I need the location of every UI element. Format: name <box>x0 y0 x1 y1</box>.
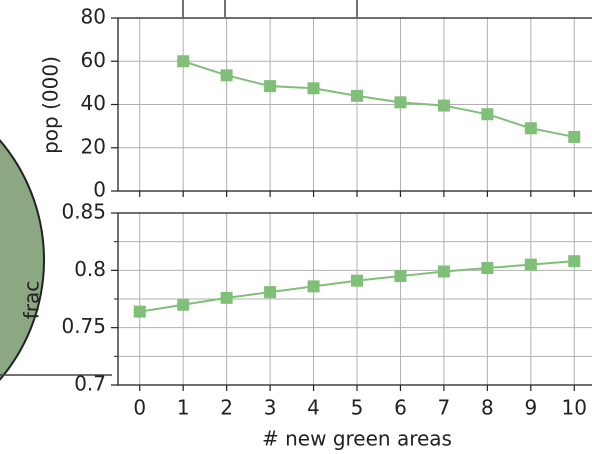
data-point <box>525 259 537 271</box>
y-tick-label: 40 <box>81 91 106 115</box>
x-tick-label: 1 <box>177 396 190 420</box>
data-point <box>221 69 233 81</box>
y-tick-label: 0.7 <box>74 372 106 396</box>
data-point <box>221 292 233 304</box>
x-tick-label: 2 <box>220 396 233 420</box>
data-point <box>351 275 363 287</box>
data-point <box>481 262 493 274</box>
data-point <box>264 80 276 92</box>
data-point <box>394 96 406 108</box>
y-tick-label: 0.8 <box>74 257 106 281</box>
x-tick-label: 5 <box>351 396 364 420</box>
data-line <box>183 61 574 137</box>
x-tick-label: 7 <box>438 396 451 420</box>
y-tick-label: 20 <box>81 134 106 158</box>
data-point <box>438 265 450 277</box>
y-axis-label: pop (000) <box>39 56 63 154</box>
data-point <box>308 82 320 94</box>
x-axis-label: # new green areas <box>262 427 452 451</box>
x-tick-label: 8 <box>481 396 494 420</box>
data-point <box>568 131 580 143</box>
x-tick-label: 9 <box>524 396 537 420</box>
y-tick-label: 0 <box>93 178 106 202</box>
data-point <box>394 270 406 282</box>
data-point <box>568 255 580 267</box>
y-tick-label: 0.75 <box>61 314 106 338</box>
data-point <box>134 306 146 318</box>
y-tick-label: 60 <box>81 48 106 72</box>
chart: pop (000) frac # new green areas 0204060… <box>0 0 592 454</box>
x-tick-label: 4 <box>307 396 320 420</box>
data-point <box>525 122 537 134</box>
x-tick-label: 0 <box>133 396 146 420</box>
data-point <box>438 100 450 112</box>
data-point <box>177 55 189 67</box>
data-point <box>308 280 320 292</box>
x-tick-label: 3 <box>264 396 277 420</box>
data-point <box>264 286 276 298</box>
data-point <box>177 299 189 311</box>
y-tick-label: 0.85 <box>61 200 106 224</box>
x-tick-label: 6 <box>394 396 407 420</box>
y-tick-label: 80 <box>81 5 106 29</box>
map-region <box>0 76 44 444</box>
x-tick-label: 10 <box>562 396 587 420</box>
data-point <box>351 90 363 102</box>
y-axis-label: frac <box>20 281 44 320</box>
data-point <box>481 108 493 120</box>
